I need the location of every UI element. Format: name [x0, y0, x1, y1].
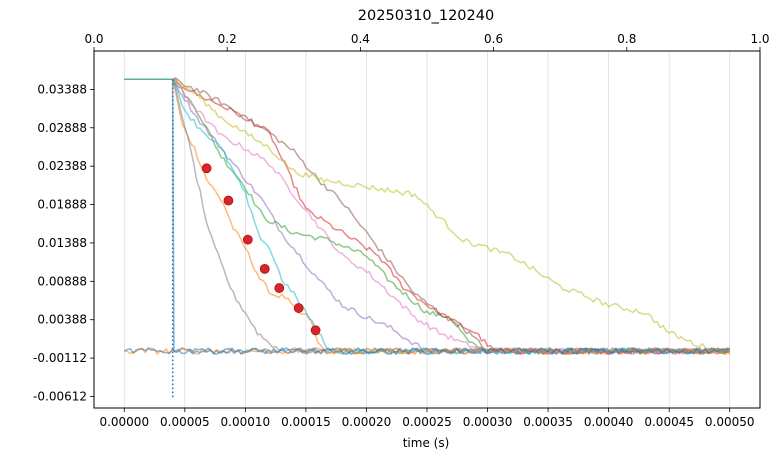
- x-tick-label: 0.00040: [584, 415, 634, 429]
- x-tick-label: 0.00050: [705, 415, 755, 429]
- series-line: [123, 347, 730, 355]
- x-tick-label: 0.00030: [463, 415, 513, 429]
- series-layer: [123, 77, 731, 355]
- y-tick-label: 0.03388: [37, 82, 87, 96]
- x-tick-label: 0.00020: [342, 415, 392, 429]
- x-axis-label: time (s): [403, 436, 450, 450]
- marker-point: [310, 325, 321, 336]
- x-tick-label: 0.00045: [644, 415, 694, 429]
- marker-point: [201, 163, 212, 174]
- marker-point: [293, 303, 304, 313]
- ticks: 0.00000 0.00005 0.00010 0.00015 0.00020 0.000…: [33, 32, 770, 429]
- marker-point: [259, 263, 270, 274]
- y-tick-label: 0.00888: [37, 274, 87, 288]
- y-tick-label: -0.00112: [33, 351, 87, 365]
- marker-point: [223, 195, 234, 206]
- y-tick-label: 0.01888: [37, 198, 87, 212]
- top-tick-label: 1.0: [750, 32, 769, 46]
- y-tick-label: -0.00612: [33, 389, 87, 403]
- top-tick-label: 0.2: [218, 32, 237, 46]
- top-tick-label: 0.4: [351, 32, 370, 46]
- x-tick-label: 0.00015: [281, 415, 331, 429]
- chart-title: 20250310_120240: [358, 8, 494, 24]
- markers-layer: [201, 163, 321, 336]
- x-tick-label: 0.00035: [523, 415, 573, 429]
- marker-point: [242, 234, 253, 245]
- x-tick-label: 0.00010: [221, 415, 271, 429]
- x-tick-label: 0.00000: [99, 415, 149, 429]
- top-tick-label: 0.0: [84, 32, 103, 46]
- y-tick-label: 0.01388: [37, 236, 87, 250]
- top-tick-label: 0.6: [484, 32, 503, 46]
- x-tick-label: 0.00025: [402, 415, 452, 429]
- top-tick-label: 0.8: [617, 32, 636, 46]
- x-tick-label: 0.00005: [160, 415, 210, 429]
- y-tick-label: 0.02888: [37, 121, 87, 135]
- series-line: [124, 78, 731, 355]
- marker-point: [274, 283, 285, 293]
- y-tick-label: 0.00388: [37, 313, 87, 327]
- y-tick-label: 0.02388: [37, 159, 87, 173]
